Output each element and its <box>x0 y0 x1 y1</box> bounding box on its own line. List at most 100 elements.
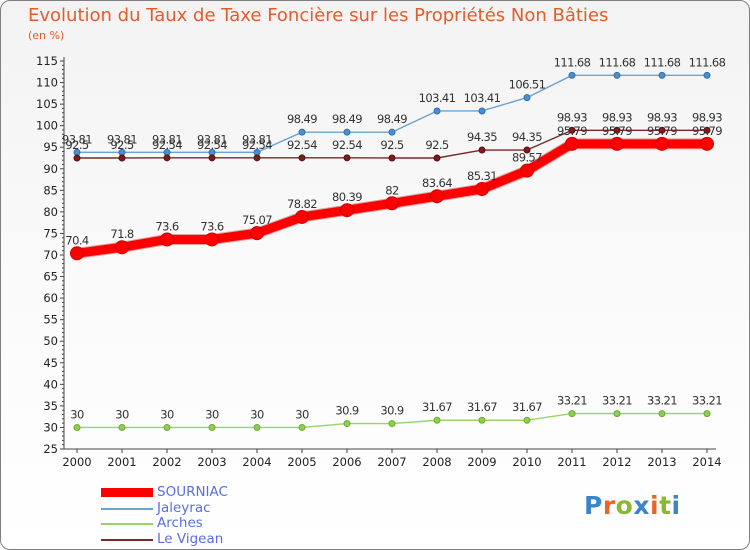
legend-label-le-vigean: Le Vigean <box>157 530 224 547</box>
y-tick-label: 65 <box>43 270 58 284</box>
y-tick-label: 60 <box>43 291 58 305</box>
data-point-sourniac <box>565 136 579 151</box>
data-label-sourniac: 78.82 <box>287 197 317 211</box>
x-tick-label: 2001 <box>107 455 136 469</box>
legend-swatch-arches <box>101 523 153 525</box>
data-point-sourniac <box>700 136 714 151</box>
y-tick-label: 25 <box>43 442 58 456</box>
proxiti-logo: Proxiti <box>584 491 681 520</box>
x-tick-label: 2006 <box>332 455 361 469</box>
x-tick-label: 2011 <box>557 455 586 469</box>
data-point-sourniac <box>160 232 174 247</box>
data-label-le-vigean: 98.93 <box>602 110 632 124</box>
data-point-sourniac <box>205 232 219 247</box>
data-point-arches <box>163 423 171 431</box>
data-label-jaleyrac: 106.51 <box>509 78 546 92</box>
data-point-le-vigean <box>253 154 261 162</box>
data-label-arches: 33.21 <box>692 394 722 408</box>
legend-swatch-le-vigean <box>101 538 153 541</box>
data-label-jaleyrac: 93.81 <box>197 132 227 146</box>
data-label-arches: 30 <box>160 407 174 421</box>
data-label-jaleyrac: 98.49 <box>287 112 317 126</box>
data-point-arches <box>208 423 216 431</box>
data-point-jaleyrac <box>703 71 711 79</box>
data-point-sourniac <box>115 240 129 255</box>
data-point-sourniac <box>475 181 489 196</box>
data-label-le-vigean: 98.93 <box>557 110 587 124</box>
data-label-arches: 30 <box>115 407 129 421</box>
legend-swatch-sourniac <box>101 488 153 497</box>
data-label-sourniac: 85.31 <box>467 169 497 183</box>
y-tick-label: 105 <box>36 97 58 111</box>
data-label-arches: 31.67 <box>512 400 542 414</box>
x-tick-label: 2008 <box>422 455 451 469</box>
data-point-arches <box>613 410 621 418</box>
y-tick-label: 35 <box>43 399 58 413</box>
data-label-sourniac: 95.79 <box>602 124 632 138</box>
chart-title: Evolution du Taux de Taxe Foncière sur l… <box>28 5 609 26</box>
data-point-le-vigean <box>73 154 81 162</box>
data-label-le-vigean: 92.54 <box>242 138 272 152</box>
data-label-le-vigean: 98.93 <box>692 110 722 124</box>
y-tick-label: 30 <box>43 420 58 434</box>
data-label-sourniac: 73.6 <box>155 219 178 233</box>
data-label-jaleyrac: 93.81 <box>152 132 182 146</box>
data-label-jaleyrac: 98.49 <box>332 112 362 126</box>
data-label-sourniac: 73.6 <box>200 219 223 233</box>
data-point-arches <box>118 423 126 431</box>
data-label-sourniac: 89.57 <box>512 151 542 165</box>
x-tick-label: 2003 <box>197 455 226 469</box>
data-point-arches <box>658 410 666 418</box>
x-tick-label: 2002 <box>152 455 181 469</box>
legend-label-arches: Arches <box>157 515 203 531</box>
y-tick-label: 110 <box>36 76 58 90</box>
data-point-le-vigean <box>478 146 486 154</box>
data-label-jaleyrac: 103.41 <box>419 91 456 105</box>
data-label-le-vigean: 92.54 <box>332 138 362 152</box>
x-tick-label: 2007 <box>377 455 406 469</box>
y-tick-label: 100 <box>36 119 58 133</box>
data-point-sourniac <box>340 203 354 218</box>
data-label-arches: 30 <box>295 407 309 421</box>
legend-swatch-jaleyrac <box>101 507 153 510</box>
x-tick-label: 2014 <box>692 455 721 469</box>
y-tick-label: 75 <box>43 226 58 240</box>
data-point-arches <box>433 416 441 424</box>
data-point-arches <box>388 420 396 428</box>
data-point-le-vigean <box>388 154 396 162</box>
data-label-le-vigean: 92.5 <box>65 138 88 152</box>
data-label-jaleyrac: 111.68 <box>689 55 726 69</box>
data-label-arches: 33.21 <box>647 394 677 408</box>
y-tick-label: 90 <box>43 162 58 176</box>
y-tick-label: 45 <box>43 356 58 370</box>
x-tick-label: 2010 <box>512 455 541 469</box>
x-tick-label: 2004 <box>242 455 271 469</box>
data-label-le-vigean: 92.5 <box>110 138 133 152</box>
data-label-sourniac: 95.79 <box>647 124 677 138</box>
data-label-le-vigean: 92.5 <box>425 138 448 152</box>
y-tick-label: 95 <box>43 140 58 154</box>
data-label-arches: 30.9 <box>335 404 358 418</box>
data-point-le-vigean <box>433 154 441 162</box>
data-label-arches: 30.9 <box>380 404 403 418</box>
data-point-le-vigean <box>343 154 351 162</box>
y-tick-label: 70 <box>43 248 58 262</box>
data-label-jaleyrac: 93.81 <box>62 132 92 146</box>
data-label-jaleyrac: 93.81 <box>242 132 272 146</box>
data-label-le-vigean: 92.54 <box>197 138 227 152</box>
legend-label-jaleyrac: Jaleyrac <box>157 499 211 516</box>
data-point-sourniac <box>70 246 84 261</box>
y-tick-label: 85 <box>43 183 58 197</box>
x-tick-label: 2009 <box>467 455 496 469</box>
data-point-le-vigean <box>523 146 531 154</box>
y-tick-label: 50 <box>43 334 58 348</box>
data-point-jaleyrac <box>658 71 666 79</box>
data-label-jaleyrac: 103.41 <box>464 91 501 105</box>
data-label-arches: 31.67 <box>467 400 497 414</box>
data-label-arches: 33.21 <box>557 394 587 408</box>
data-label-arches: 30 <box>250 407 264 421</box>
data-point-jaleyrac <box>298 128 306 136</box>
data-label-arches: 30 <box>205 407 219 421</box>
